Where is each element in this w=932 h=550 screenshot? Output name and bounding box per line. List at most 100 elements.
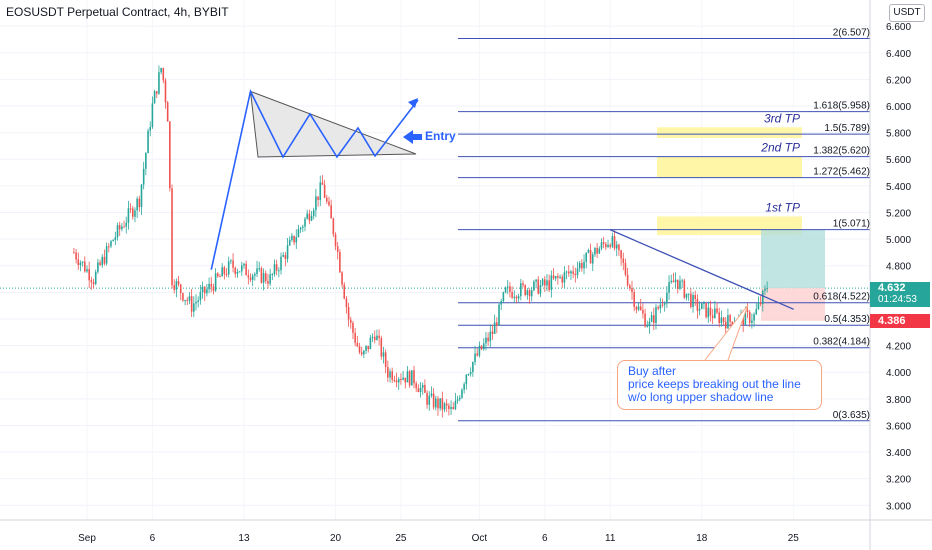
candle-body — [541, 279, 544, 286]
candle-body — [286, 245, 289, 259]
candle-body — [199, 292, 202, 301]
candle-body — [389, 371, 391, 378]
candle-body — [511, 292, 513, 298]
candle-body — [138, 198, 141, 208]
candle-body — [759, 302, 762, 305]
candle-body — [317, 196, 319, 201]
candle-body — [655, 307, 657, 324]
candle-body — [611, 236, 614, 247]
candle-body — [304, 218, 306, 227]
candle-body — [461, 389, 463, 398]
candle-body — [387, 366, 389, 378]
candle-body — [493, 322, 496, 334]
candle-body — [230, 260, 232, 262]
candle-body — [672, 280, 675, 283]
candle-body — [496, 322, 498, 326]
candle-body — [240, 265, 243, 272]
candle-body — [567, 271, 570, 274]
candle-body — [642, 310, 644, 314]
candle-body — [637, 306, 640, 310]
candle-body — [373, 336, 376, 340]
candle-body — [692, 295, 694, 307]
candle-body — [755, 309, 758, 315]
candle-body — [520, 283, 522, 297]
candle-body — [618, 244, 620, 251]
candle-body — [705, 302, 707, 318]
candle-body — [188, 296, 191, 301]
candle-body — [256, 268, 258, 274]
candle-body — [546, 280, 548, 286]
candle-body — [489, 331, 492, 342]
candle-body — [73, 252, 75, 254]
candle-body — [533, 281, 535, 291]
candle-body — [219, 276, 221, 278]
candle-body — [151, 103, 154, 128]
price-tick-label: 5.600 — [886, 155, 911, 166]
candle-body — [561, 276, 564, 283]
candle-body — [574, 273, 577, 276]
candle-body — [94, 271, 97, 284]
candle-body — [624, 262, 627, 275]
candle-body — [613, 236, 616, 249]
candle-body — [302, 226, 304, 228]
candle-body — [469, 372, 472, 375]
candle-body — [121, 226, 123, 230]
candle-body — [644, 313, 646, 327]
candle-body — [195, 301, 197, 304]
candle-body — [184, 299, 186, 301]
candle-body — [288, 239, 291, 246]
candle-body — [110, 241, 112, 247]
candle-body — [587, 250, 590, 253]
fib-level-label: 1.5(5.789) — [824, 123, 870, 134]
candle-body — [421, 384, 424, 388]
candle-body — [729, 315, 731, 322]
candle-body — [358, 346, 361, 353]
candle-body — [605, 243, 607, 248]
fibonacci-levels: 2(6.507) 1.618(5.958) 1.5(5.789) 1.382(5.62… — [458, 28, 870, 422]
candle-body — [136, 198, 138, 211]
candle-body — [629, 285, 631, 289]
candle-body — [552, 275, 555, 279]
candle-body — [321, 182, 324, 185]
candle-body — [210, 283, 213, 287]
candle-body — [576, 268, 579, 276]
candle-body — [247, 275, 250, 278]
candle-body — [214, 273, 217, 291]
candle-body — [515, 296, 518, 299]
candle-body — [633, 292, 635, 307]
candle-body — [105, 246, 108, 264]
candle-body — [293, 235, 295, 243]
candle-body — [260, 268, 263, 283]
candle-body — [480, 345, 483, 350]
candle-body — [112, 239, 114, 242]
fib-level-label: 1.272(5.462) — [813, 167, 870, 178]
entry-label: Entry — [425, 129, 456, 143]
candle-body — [291, 235, 293, 240]
candle-body — [269, 274, 271, 284]
candle-body — [336, 246, 339, 252]
candle-body — [186, 299, 189, 301]
candle-body — [147, 130, 149, 154]
tp-label: 3rd TP — [764, 111, 800, 125]
candle-body — [698, 308, 701, 311]
time-tick-label: Sep — [78, 533, 96, 544]
price-tick-label: 6.600 — [886, 22, 911, 33]
profit-zone — [761, 229, 825, 289]
candle-body — [376, 335, 378, 340]
candle-body — [657, 307, 659, 309]
candle-body — [411, 370, 413, 386]
currency-button[interactable]: USDT — [889, 4, 925, 22]
candle-body — [365, 345, 367, 351]
candle-body — [149, 127, 152, 131]
candle-body — [103, 256, 106, 264]
candle-body — [123, 226, 125, 228]
candle-body — [722, 317, 725, 322]
candle-body — [748, 311, 751, 323]
candle-body — [563, 272, 566, 283]
candle-body — [408, 371, 411, 386]
triangle-pattern — [249, 90, 417, 158]
candle-body — [90, 280, 93, 283]
candle-body — [349, 319, 352, 323]
candle-body — [395, 380, 398, 383]
